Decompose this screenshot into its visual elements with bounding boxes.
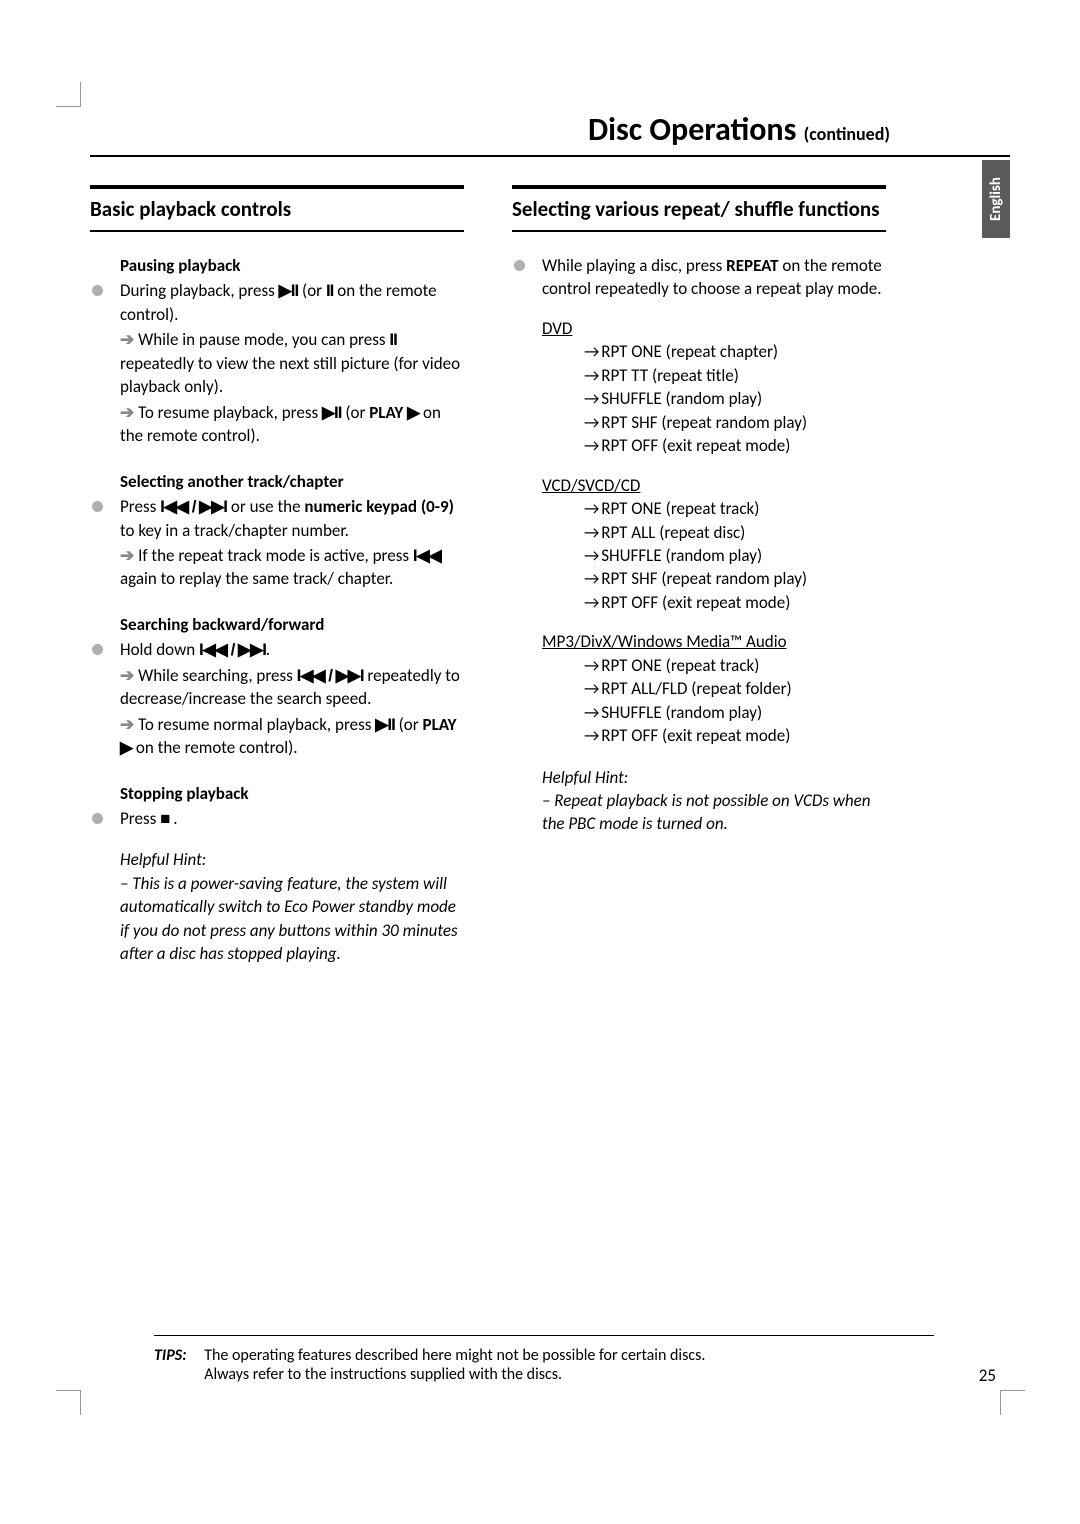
section-repeat-shuffle: Selecting various repeat/ shuffle functi… <box>512 185 886 232</box>
bullet-icon <box>92 285 103 296</box>
option-item: RPT ALL/FLD (repeat folder) <box>584 677 886 700</box>
option-list: RPT ONE (repeat track) RPT ALL (repeat d… <box>542 497 886 614</box>
body-text: Press ■ . <box>120 807 464 830</box>
hint-body: – This is a power-saving feature, the sy… <box>120 872 464 966</box>
body-text: ➔ To resume playback, press ▶II (or PLAY… <box>120 401 464 448</box>
language-tab: English <box>982 160 1010 238</box>
left-column: Basic playback controls Pausing playback… <box>90 185 464 966</box>
crop-mark <box>56 1390 81 1415</box>
format-heading-mp3: MP3/DivX/Windows Media™ Audio <box>542 630 886 653</box>
prev-next-icon: I◀◀ / ▶▶I <box>160 497 227 516</box>
body-text: Hold down I◀◀ / ▶▶I. <box>120 638 464 661</box>
language-label: English <box>987 177 1005 221</box>
play-pause-icon: ▶II <box>279 281 299 300</box>
option-item: RPT ALL (repeat disc) <box>584 521 886 544</box>
option-item: RPT OFF (exit repeat mode) <box>584 724 886 747</box>
body-text: ➔ To resume normal playback, press ▶II (… <box>120 713 464 760</box>
option-list: RPT ONE (repeat track) RPT ALL/FLD (repe… <box>542 654 886 748</box>
bullet-item: Press ■ . <box>120 807 464 830</box>
tips-line: The operating features described here mi… <box>204 1346 705 1365</box>
bullet-item: Press I◀◀ / ▶▶I or use the numeric keypa… <box>120 495 464 591</box>
heading-selecting-track: Selecting another track/chapter <box>120 470 464 493</box>
heading-searching: Searching backward/forward <box>120 613 464 636</box>
helpful-hint: Helpful Hint: – Repeat playback is not p… <box>542 766 886 836</box>
bullet-icon <box>514 260 525 271</box>
crop-mark <box>1000 1390 1025 1415</box>
hint-label: Helpful Hint: <box>120 848 464 871</box>
play-pause-icon: ▶II <box>375 715 395 734</box>
pause-icon: II <box>389 330 396 349</box>
play-pause-icon: ▶II <box>322 403 342 422</box>
bullet-item: Hold down I◀◀ / ▶▶I. ➔ While searching, … <box>120 638 464 759</box>
section-basic-playback: Basic playback controls <box>90 185 464 232</box>
helpful-hint: Helpful Hint: – This is a power-saving f… <box>120 848 464 965</box>
page-content: Disc Operations (continued) English Basi… <box>90 60 1010 966</box>
tips-line: Always refer to the instructions supplie… <box>204 1365 562 1384</box>
play-icon: ▶ <box>120 738 132 757</box>
body-text: During playback, press ▶II (or II on the… <box>120 279 464 326</box>
tips-footer: TIPS: The operating features described h… <box>154 1335 934 1384</box>
play-icon: ▶ <box>407 403 419 422</box>
hint-label: Helpful Hint: <box>542 766 886 789</box>
option-item: RPT TT (repeat title) <box>584 364 886 387</box>
body-text: ➔ While in pause mode, you can press II … <box>120 328 464 398</box>
format-heading-vcd: VCD/SVCD/CD <box>542 474 886 497</box>
option-list: RPT ONE (repeat chapter) RPT TT (repeat … <box>542 340 886 457</box>
prev-next-icon: I◀◀ / ▶▶I <box>297 666 364 685</box>
arrow-icon: ➔ <box>120 329 134 350</box>
option-item: RPT ONE (repeat track) <box>584 497 886 520</box>
arrow-icon: ➔ <box>120 402 134 423</box>
bullet-item: While playing a disc, press REPEAT on th… <box>542 254 886 301</box>
option-item: RPT ONE (repeat chapter) <box>584 340 886 363</box>
body-text: ➔ While searching, press I◀◀ / ▶▶I repea… <box>120 664 464 711</box>
option-item: SHUFFLE (random play) <box>584 701 886 724</box>
prev-next-icon: I◀◀ / ▶▶I <box>199 640 266 659</box>
bullet-icon <box>92 813 103 824</box>
bullet-icon <box>92 644 103 655</box>
arrow-icon: ➔ <box>120 665 134 686</box>
option-item: SHUFFLE (random play) <box>584 387 886 410</box>
heading-pausing: Pausing playback <box>120 254 464 277</box>
option-item: RPT OFF (exit repeat mode) <box>584 434 886 457</box>
option-item: RPT OFF (exit repeat mode) <box>584 591 886 614</box>
bullet-icon <box>92 501 103 512</box>
body-text: Press I◀◀ / ▶▶I or use the numeric keypa… <box>120 495 464 542</box>
body-text: While playing a disc, press REPEAT on th… <box>542 254 886 301</box>
body-text: ➔ If the repeat track mode is active, pr… <box>120 544 464 591</box>
page-number: 25 <box>979 1365 996 1386</box>
right-column: Selecting various repeat/ shuffle functi… <box>512 185 886 966</box>
arrow-icon: ➔ <box>120 714 134 735</box>
option-item: SHUFFLE (random play) <box>584 544 886 567</box>
page-title: Disc Operations (continued) <box>90 110 1010 157</box>
hint-body: – Repeat playback is not possible on VCD… <box>542 789 886 836</box>
heading-stopping: Stopping playback <box>120 782 464 805</box>
bullet-item: During playback, press ▶II (or II on the… <box>120 279 464 447</box>
arrow-icon: ➔ <box>120 545 134 566</box>
option-item: RPT SHF (repeat random play) <box>584 567 886 590</box>
stop-icon: ■ <box>160 809 169 828</box>
option-item: RPT SHF (repeat random play) <box>584 411 886 434</box>
option-item: RPT ONE (repeat track) <box>584 654 886 677</box>
format-heading-dvd: DVD <box>542 317 886 340</box>
title-main: Disc Operations <box>588 110 796 149</box>
prev-icon: I◀◀ <box>413 546 441 565</box>
tips-label: TIPS: <box>154 1346 187 1365</box>
crop-mark <box>56 82 81 107</box>
title-continued: (continued) <box>804 123 890 145</box>
